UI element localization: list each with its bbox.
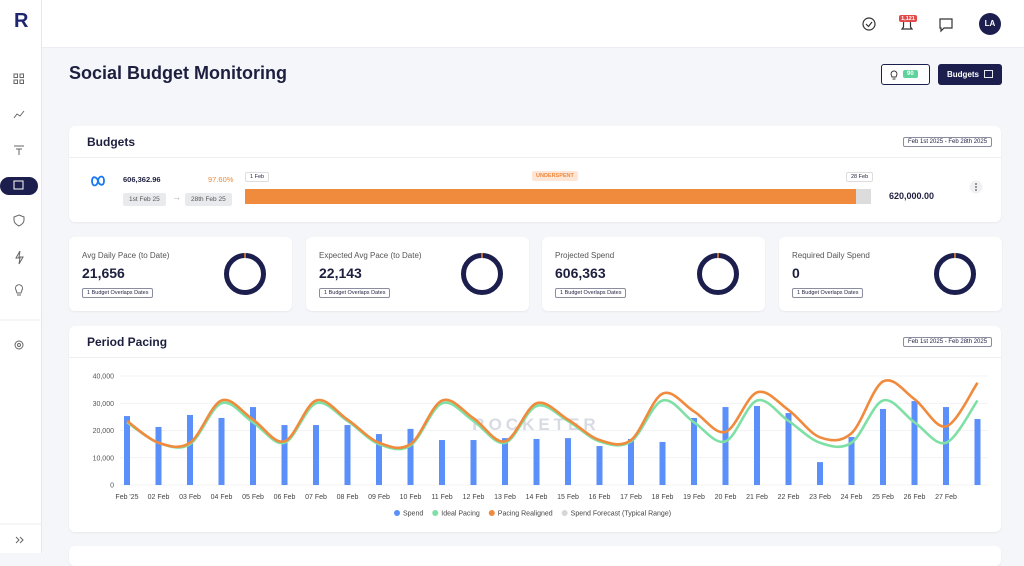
date-chip[interactable]: Feb 1st 2025 - Feb 28th 2025 [903, 337, 993, 347]
icon[interactable] [13, 110, 25, 119]
next-card [69, 546, 1001, 566]
budgets-button[interactable]: Budgets [938, 64, 1002, 85]
card-title: Period Pacing [87, 335, 168, 349]
topbar-icons [862, 13, 1001, 35]
icon[interactable] [13, 214, 25, 227]
logo[interactable]: R [14, 10, 29, 32]
icon[interactable] [14, 145, 24, 155]
sidebar: R [0, 0, 42, 553]
kpi-label: Avg Daily Pace (to Date) [82, 251, 170, 260]
sidebar-icons [0, 73, 42, 544]
kpi-note: 1 Budget Overlaps Dates [319, 288, 391, 298]
start-date: 1st Feb 25 [123, 193, 166, 206]
kpi-value: 22,143 [319, 265, 362, 281]
kpi-note: 1 Budget Overlaps Dates [82, 288, 154, 298]
avatar[interactable] [979, 13, 1001, 35]
kpi-value: 606,363 [555, 265, 606, 281]
page: R 1,121 LA Social Budget Monitoring 90 B… [0, 0, 1024, 553]
kpi-value: 0 [792, 265, 800, 281]
button-label: Budgets [947, 70, 979, 79]
end-date: 28th Feb 25 [185, 193, 232, 206]
topbar: 1,121 LA [42, 0, 1024, 48]
kpi-card: Expected Avg Pace (to Date) 22,143 1 Budge… [306, 237, 529, 311]
menu-button[interactable] [969, 180, 983, 194]
divider [69, 357, 1001, 358]
date-chip[interactable]: Feb 1st 2025 - Feb 28th 2025 [903, 137, 993, 147]
progress-track [245, 189, 871, 204]
meta-logo [91, 175, 105, 187]
progress-fill [245, 189, 856, 204]
kpi-card: Required Daily Spend 0 1 Budget Overlaps D… [779, 237, 1002, 311]
spend: 606,362.96 [123, 175, 161, 184]
donut [224, 253, 266, 295]
pacing-card: Period Pacing Feb 1st 2025 - Feb 28th 20… [69, 326, 1001, 532]
icon[interactable] [15, 284, 23, 296]
icon[interactable] [13, 73, 18, 78]
kpi-label: Projected Spend [555, 251, 615, 260]
page-title: Social Budget Monitoring [69, 63, 287, 83]
status: UNDERSPENT [532, 171, 578, 181]
kpi-note: 1 Budget Overlaps Dates [555, 288, 627, 298]
notification-badge: 1,121 [901, 15, 915, 22]
kpi-label: Expected Avg Pace (to Date) [319, 251, 422, 260]
avatar-text: LA [984, 19, 996, 28]
kpi-label: Required Daily Spend [792, 251, 870, 260]
card-title: Budgets [87, 135, 135, 149]
icon[interactable] [15, 536, 24, 544]
donut [934, 253, 976, 295]
donut [697, 253, 739, 295]
bar-start-label: 1 Feb [245, 172, 270, 182]
budgets-card: Budgets Feb 1st 2025 - Feb 28th 2025 606… [69, 126, 1001, 222]
insights-button[interactable]: 90 [881, 64, 930, 85]
check-icon[interactable] [862, 17, 876, 31]
icon[interactable] [14, 340, 24, 350]
divider [69, 157, 1001, 158]
donut [461, 253, 503, 295]
pace-percent: 97.60% [208, 175, 234, 184]
kpi-card: Avg Daily Pace (to Date) 21,656 1 Budget O… [69, 237, 292, 311]
budget-total: 620,000.00 [889, 191, 935, 201]
kpi-value: 21,656 [82, 265, 125, 281]
insights-badge: 90 [903, 70, 918, 78]
icon[interactable] [15, 250, 24, 265]
active-item[interactable] [0, 177, 38, 195]
kpi-card: Projected Spend 606,363 1 Budget Overlaps … [542, 237, 765, 311]
chat-icon[interactable] [939, 18, 953, 33]
arrow: → [172, 192, 181, 202]
kpi-note: 1 Budget Overlaps Dates [792, 288, 864, 298]
badge-bg [899, 15, 917, 22]
bar-end-label: 28 Feb [846, 172, 874, 182]
